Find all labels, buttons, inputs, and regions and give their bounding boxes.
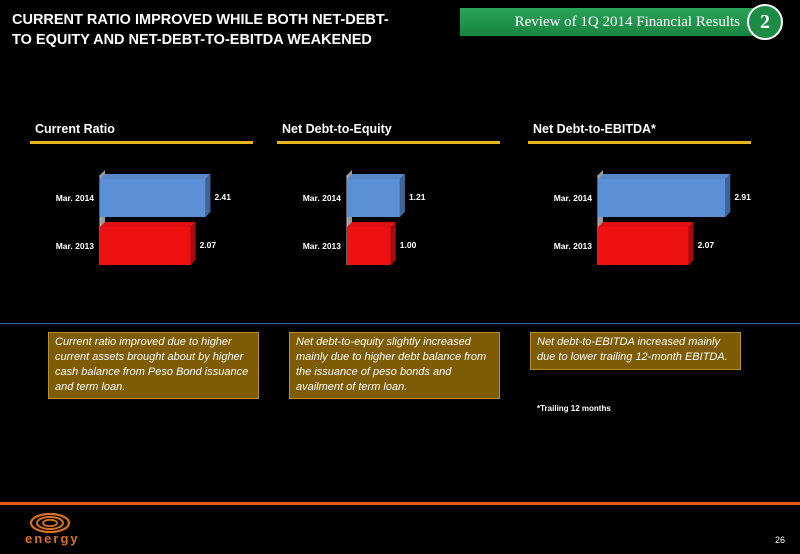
bar-mar-2013: [347, 222, 396, 265]
value-label: 2.07: [698, 240, 715, 250]
net-debt-to-equity-chart: Mar. 2014 1.21 Mar. 2013 1.00: [303, 170, 426, 265]
category-label: Mar. 2013: [554, 241, 593, 251]
divider-line: [0, 323, 800, 324]
category-label: Mar. 2014: [56, 193, 95, 203]
category-label: Mar. 2014: [554, 193, 593, 203]
category-label: Mar. 2014: [303, 193, 342, 203]
category-label: Mar. 2013: [56, 241, 95, 251]
section-banner: Review of 1Q 2014 Financial Results: [460, 8, 760, 36]
chart-title-net-debt-to-ebitda: Net Debt-to-EBITDA*: [533, 122, 656, 136]
chart-title-net-debt-to-equity: Net Debt-to-Equity: [282, 122, 392, 136]
net-debt-to-ebitda-chart: Mar. 2014 2.91 Mar. 2013 2.07: [554, 170, 751, 265]
footer-divider: [0, 502, 800, 505]
note-net-debt-to-ebitda: Net debt-to-EBITDA increased mainly due …: [530, 332, 741, 370]
category-label: Mar. 2013: [303, 241, 342, 251]
value-label: 1.21: [409, 192, 426, 202]
page-number: 26: [775, 535, 786, 545]
note-current-ratio: Current ratio improved due to higher cur…: [48, 332, 259, 399]
chart-underline: [528, 141, 751, 144]
section-banner-label: Review of 1Q 2014 Financial Results: [514, 13, 740, 30]
value-label: 2.41: [214, 192, 231, 202]
value-label: 2.07: [200, 240, 217, 250]
chart-title-current-ratio: Current Ratio: [35, 122, 115, 136]
company-logo-icon: [29, 512, 71, 534]
value-label: 1.00: [400, 240, 417, 250]
page-title: CURRENT RATIO IMPROVED WHILE BOTH NET-DE…: [12, 12, 389, 48]
section-number-badge: 2: [747, 4, 783, 40]
current-ratio-chart: Mar. 2014 2.41 Mar. 2013 2.07: [56, 170, 231, 265]
note-net-debt-to-equity: Net debt-to-equity slightly increased ma…: [289, 332, 500, 399]
bar-mar-2014: [100, 174, 211, 217]
footnote: *Trailing 12 months: [537, 404, 611, 413]
chart-underline: [30, 141, 253, 144]
bar-mar-2014: [598, 174, 731, 217]
bar-mar-2013: [100, 222, 196, 265]
chart-underline: [277, 141, 500, 144]
value-label: 2.91: [734, 192, 751, 202]
bar-mar-2014: [347, 174, 405, 217]
bar-mar-2013: [598, 222, 694, 265]
logo-wordmark: energy: [25, 531, 80, 546]
